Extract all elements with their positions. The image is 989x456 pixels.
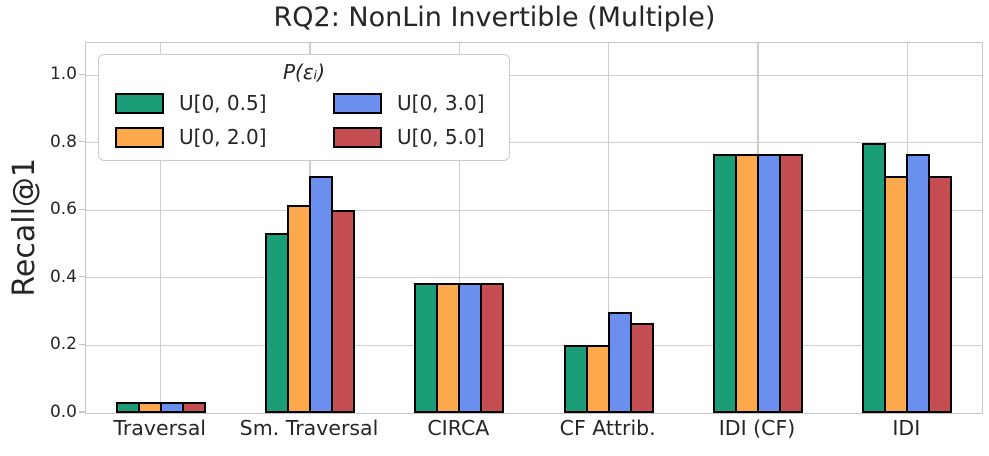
- bar: [480, 282, 505, 413]
- y-tick-label: 0.8: [49, 131, 77, 152]
- bar-group: [534, 43, 683, 413]
- bar: [458, 282, 483, 413]
- legend-item: U[0, 5.0]: [333, 125, 493, 149]
- bar: [286, 204, 311, 413]
- legend-swatch-icon: [333, 92, 382, 114]
- x-tick-label-traversal: Traversal: [113, 416, 206, 440]
- bar: [928, 176, 953, 413]
- bar-group: [833, 43, 982, 413]
- legend-item: U[0, 3.0]: [333, 91, 493, 115]
- bar: [436, 282, 461, 413]
- y-tick-mark: [79, 411, 85, 413]
- bar: [884, 176, 909, 413]
- bar-group: [86, 43, 235, 413]
- gridline-horizontal: [86, 277, 982, 279]
- x-tick-label-idi-cf: IDI (CF): [718, 416, 796, 440]
- bar: [629, 322, 654, 413]
- y-tick-label: 1.0: [49, 64, 77, 85]
- bar: [734, 153, 759, 413]
- legend-swatch-icon: [115, 126, 164, 148]
- plot-area: P(εᵢ) U[0, 0.5] U[0, 2.0] U[0, 3.0] U[0, 5.…: [85, 42, 983, 414]
- y-tick-mark: [79, 276, 85, 278]
- y-tick-label: 0.6: [49, 199, 77, 220]
- gridline-horizontal: [86, 209, 982, 211]
- gridline-vertical: [608, 43, 610, 413]
- legend-label: U[0, 2.0]: [179, 125, 267, 149]
- x-tick-label-circa: CIRCA: [427, 416, 490, 440]
- gridline-vertical: [458, 43, 460, 413]
- y-tick-mark: [79, 343, 85, 345]
- bar: [308, 176, 333, 413]
- bar: [712, 153, 737, 413]
- bar: [778, 153, 803, 413]
- bar: [607, 311, 632, 413]
- y-tick-label: 0.0: [49, 402, 77, 422]
- y-tick-mark: [79, 208, 85, 210]
- bar: [414, 282, 439, 413]
- legend: P(εᵢ) U[0, 0.5] U[0, 2.0] U[0, 3.0] U[0, 5.…: [98, 54, 510, 161]
- y-tick-mark: [79, 73, 85, 75]
- bar: [137, 401, 162, 413]
- bar-group: [683, 43, 832, 413]
- bar: [563, 345, 588, 413]
- bar: [159, 401, 184, 413]
- x-tick-label-sm-traversal: Sm. Traversal: [239, 416, 379, 440]
- y-axis-label: Recall@1: [0, 42, 48, 412]
- bar: [181, 401, 206, 413]
- gridline-horizontal: [86, 142, 982, 144]
- legend-label: U[0, 3.0]: [397, 91, 485, 115]
- bar: [906, 153, 931, 413]
- y-tick-label: 0.4: [49, 266, 77, 287]
- y-tick-mark: [79, 141, 85, 143]
- bar-group: [385, 43, 534, 413]
- legend-swatch-icon: [333, 126, 382, 148]
- x-tick-label-cf-attrib: CF Attrib.: [559, 416, 656, 440]
- x-tick-label-idi: IDI: [892, 416, 921, 440]
- bar-group: [235, 43, 384, 413]
- bar: [115, 401, 140, 413]
- legend-label: U[0, 0.5]: [179, 91, 267, 115]
- bar: [756, 153, 781, 413]
- bar: [264, 232, 289, 413]
- bar-groups: [86, 43, 982, 413]
- legend-items: U[0, 0.5] U[0, 2.0] U[0, 3.0] U[0, 5.0]: [115, 91, 493, 149]
- legend-label: U[0, 5.0]: [397, 125, 485, 149]
- chart-title: RQ2: NonLin Invertible (Multiple): [273, 2, 716, 33]
- gridline-horizontal: [86, 344, 982, 346]
- legend-item: U[0, 0.5]: [115, 91, 275, 115]
- legend-swatch-icon: [115, 92, 164, 114]
- legend-item: U[0, 2.0]: [115, 125, 275, 149]
- bar: [330, 210, 355, 413]
- y-tick-label: 0.2: [49, 334, 77, 355]
- bar: [585, 345, 610, 413]
- bar: [862, 142, 887, 413]
- gridline-horizontal: [86, 74, 982, 76]
- gridline-vertical: [160, 43, 162, 413]
- legend-title: P(εᵢ): [282, 60, 326, 84]
